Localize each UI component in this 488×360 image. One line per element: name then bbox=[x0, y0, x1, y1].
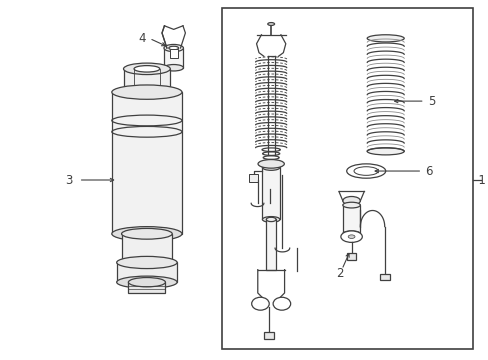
Bar bbox=[379, 274, 389, 280]
Bar bbox=[163, 48, 183, 68]
Ellipse shape bbox=[251, 297, 269, 310]
Ellipse shape bbox=[340, 231, 362, 242]
Bar bbox=[123, 69, 170, 92]
Ellipse shape bbox=[134, 89, 160, 95]
Ellipse shape bbox=[112, 85, 182, 99]
Ellipse shape bbox=[122, 228, 172, 239]
Ellipse shape bbox=[117, 256, 177, 269]
Bar bbox=[117, 262, 177, 282]
Ellipse shape bbox=[168, 46, 178, 50]
Ellipse shape bbox=[123, 63, 170, 75]
Bar bbox=[342, 205, 360, 234]
Bar bbox=[248, 174, 257, 182]
Ellipse shape bbox=[117, 276, 177, 288]
Ellipse shape bbox=[342, 202, 360, 208]
Ellipse shape bbox=[366, 148, 404, 155]
Ellipse shape bbox=[273, 297, 290, 310]
Bar bbox=[122, 234, 172, 262]
Ellipse shape bbox=[366, 35, 404, 42]
Ellipse shape bbox=[346, 164, 385, 178]
Ellipse shape bbox=[134, 66, 160, 72]
Ellipse shape bbox=[353, 167, 378, 175]
Ellipse shape bbox=[266, 217, 276, 222]
Ellipse shape bbox=[123, 86, 170, 98]
Ellipse shape bbox=[262, 217, 279, 222]
Ellipse shape bbox=[163, 64, 183, 71]
Ellipse shape bbox=[267, 23, 274, 26]
Text: 5: 5 bbox=[427, 95, 435, 108]
Bar bbox=[128, 282, 165, 293]
Ellipse shape bbox=[112, 226, 182, 241]
Text: -1: -1 bbox=[474, 174, 486, 186]
Ellipse shape bbox=[262, 165, 279, 170]
Text: 2: 2 bbox=[335, 267, 343, 280]
Bar bbox=[264, 332, 273, 338]
Bar bbox=[266, 220, 276, 270]
Ellipse shape bbox=[347, 235, 354, 238]
Ellipse shape bbox=[163, 44, 183, 51]
Ellipse shape bbox=[342, 197, 360, 205]
Ellipse shape bbox=[342, 231, 360, 237]
Bar bbox=[222, 8, 472, 348]
Bar bbox=[262, 167, 279, 220]
Ellipse shape bbox=[122, 257, 172, 268]
Bar bbox=[112, 92, 182, 234]
Text: 6: 6 bbox=[424, 165, 431, 177]
Text: 3: 3 bbox=[65, 174, 72, 186]
Bar bbox=[346, 253, 356, 260]
Text: 4: 4 bbox=[138, 32, 145, 45]
Bar bbox=[169, 49, 177, 58]
Ellipse shape bbox=[258, 159, 284, 168]
Ellipse shape bbox=[128, 278, 165, 287]
